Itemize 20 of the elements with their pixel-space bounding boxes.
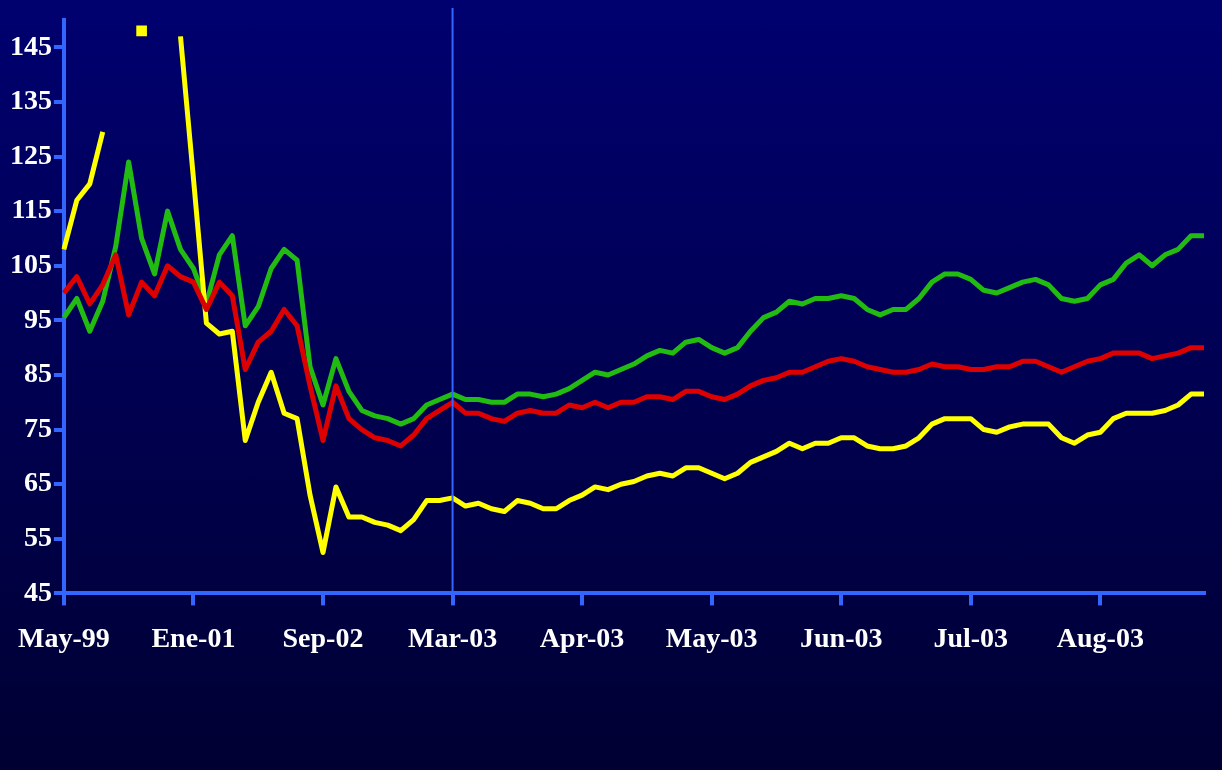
x-tick-label: Jul-03 <box>933 622 1009 654</box>
x-tick-label: Aug-03 <box>1056 622 1144 654</box>
x-tick-label: May-99 <box>17 622 110 654</box>
x-tick-label: Sep-02 <box>282 622 364 654</box>
y-tick-label: 145 <box>9 29 52 61</box>
y-tick-label: 115 <box>11 193 52 225</box>
y-tick-label: 65 <box>23 466 52 498</box>
x-tick-label: Apr-03 <box>539 622 625 654</box>
y-tick-label: 95 <box>23 302 52 334</box>
y-tick-label: 105 <box>9 247 52 279</box>
y-tick-label: 45 <box>23 575 52 607</box>
y-tick-label: 135 <box>9 84 52 116</box>
y-tick-label: 125 <box>9 138 52 170</box>
x-tick-label: Jun-03 <box>800 622 883 654</box>
x-tick-label: Ene-01 <box>151 622 236 654</box>
y-tick-label: 55 <box>23 521 52 553</box>
x-tick-label: May-03 <box>665 622 758 654</box>
y-tick-label: 75 <box>23 411 52 443</box>
y-tick-label: 85 <box>23 357 52 389</box>
x-tick-label: Mar-03 <box>407 622 498 654</box>
